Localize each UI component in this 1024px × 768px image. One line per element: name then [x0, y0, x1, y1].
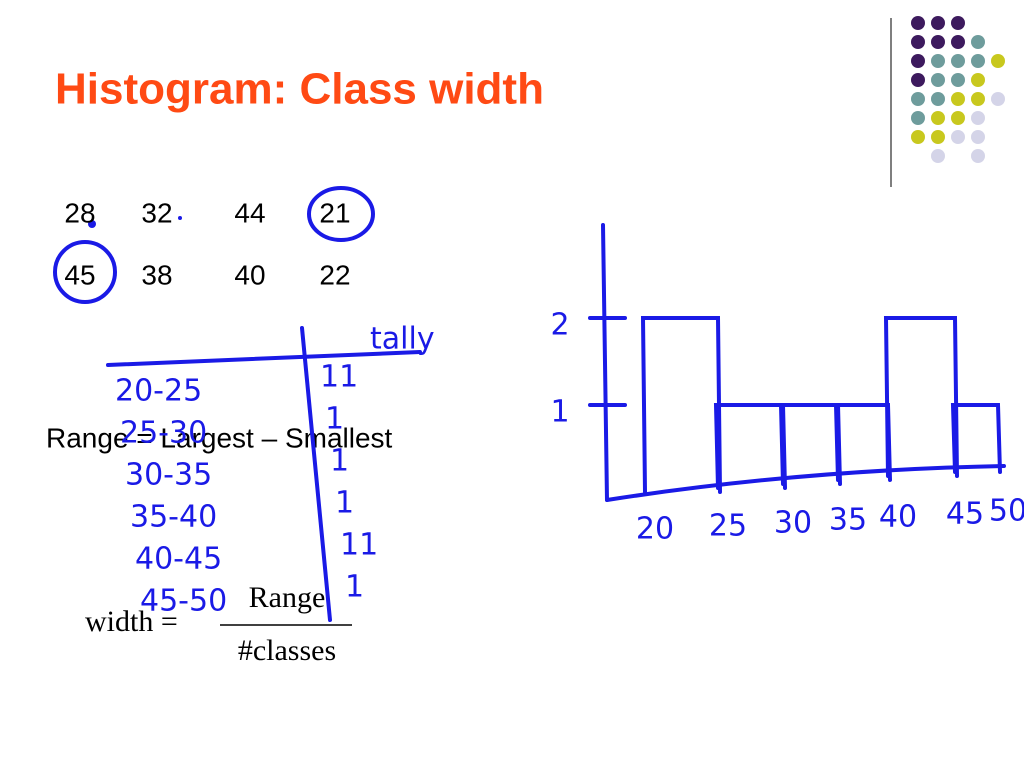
dot: [911, 73, 925, 87]
class-label: 20-25: [115, 374, 202, 409]
ink-dot: [88, 220, 96, 228]
class-label: 25-30: [120, 416, 207, 451]
range-formula: Range = Largest – Smallest: [46, 422, 393, 453]
dot: [911, 54, 925, 68]
tally: 11: [340, 528, 378, 563]
ink-table-line: [106, 350, 422, 367]
dot: [931, 16, 945, 30]
dot: [971, 111, 985, 125]
class-label: 45-50: [140, 584, 227, 619]
dot: [931, 54, 945, 68]
x-tick-label: 50: [989, 494, 1024, 529]
ink-axis: [601, 223, 609, 502]
bar: [713, 403, 787, 490]
numerator: Range: [249, 581, 326, 614]
ink-circle: [307, 186, 375, 242]
dot: [931, 92, 945, 106]
tally: 1: [330, 444, 349, 479]
dot: [971, 130, 985, 144]
number: 38: [141, 259, 172, 290]
denominator: #classes: [238, 634, 336, 667]
dot: [951, 35, 965, 49]
dot: [911, 16, 925, 30]
dot: [971, 92, 985, 106]
dot: [991, 92, 1005, 106]
x-tick-label: 35: [829, 503, 867, 538]
y-tick-label: 1: [550, 395, 569, 430]
dot: [931, 73, 945, 87]
dot: [931, 35, 945, 49]
dot: [971, 35, 985, 49]
number: 32: [141, 197, 172, 228]
dot: [911, 92, 925, 106]
ink-dot: [178, 216, 182, 220]
number: 45: [64, 259, 95, 290]
width-label: width =: [85, 605, 178, 638]
ink-circle: [53, 240, 117, 304]
dot: [911, 130, 925, 144]
dot: [971, 149, 985, 163]
number: 21: [319, 197, 350, 228]
dot: [951, 111, 965, 125]
dot: [931, 149, 945, 163]
number: 40: [234, 259, 265, 290]
x-tick-label: 45: [946, 497, 984, 532]
dot: [911, 35, 925, 49]
tally: 11: [320, 360, 358, 395]
x-tick-label: 40: [879, 500, 917, 535]
bar: [883, 316, 959, 478]
title: Histogram: Class width: [55, 65, 544, 114]
number: 28: [64, 197, 95, 228]
bar: [640, 316, 722, 494]
number: 22: [319, 259, 350, 290]
x-tick-label: 25: [709, 509, 747, 544]
dot: [971, 73, 985, 87]
x-tick-label: 30: [774, 506, 812, 541]
ink-table-line: [300, 326, 332, 622]
bar: [778, 403, 842, 486]
y-tick-label: 2: [550, 308, 569, 343]
dot: [951, 54, 965, 68]
dot: [951, 73, 965, 87]
dot: [911, 111, 925, 125]
dot: [991, 54, 1005, 68]
tally-header: tally: [370, 322, 435, 357]
tally: 1: [325, 402, 344, 437]
bar: [950, 403, 1002, 474]
tally: 1: [345, 570, 364, 605]
decoration: [911, 16, 1005, 163]
tally: 1: [335, 486, 354, 521]
class-label: 35-40: [130, 500, 217, 535]
ink-axis: [605, 464, 1006, 502]
dot: [931, 111, 945, 125]
class-label: 40-45: [135, 542, 222, 577]
dot: [931, 130, 945, 144]
x-tick-label: 20: [636, 512, 674, 547]
dot: [951, 16, 965, 30]
number: 44: [234, 197, 265, 228]
bar: [833, 403, 892, 482]
dot: [951, 92, 965, 106]
class-label: 30-35: [125, 458, 212, 493]
dot: [971, 54, 985, 68]
dot: [951, 130, 965, 144]
